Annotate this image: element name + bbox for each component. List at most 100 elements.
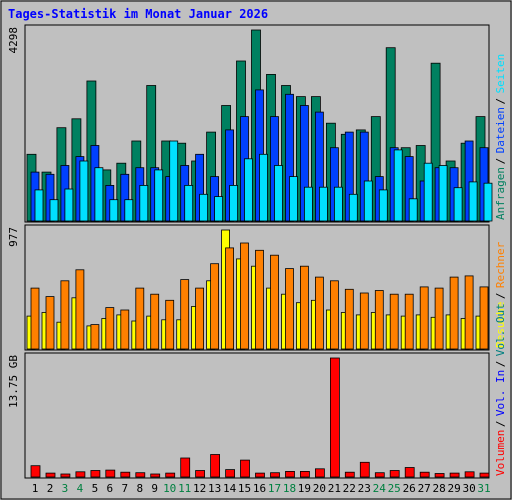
x-tick-label-day-8: 8 bbox=[136, 482, 143, 495]
hits-bar-seiten-day-14 bbox=[229, 184, 239, 222]
hits-bar-seiten-day-8 bbox=[139, 184, 149, 222]
hits-bar-seiten-day-16 bbox=[259, 153, 268, 222]
visits-legend-separator: / bbox=[494, 292, 507, 299]
hits-bar-seiten-day-6 bbox=[109, 199, 119, 222]
visits-bar-rechner-day-14 bbox=[225, 247, 235, 350]
volume-max-label: 13.75 GB bbox=[7, 355, 20, 408]
visits-bar-rechner-day-27 bbox=[419, 286, 429, 350]
x-tick-label-day-13: 13 bbox=[208, 482, 221, 495]
x-tick-label-day-26: 26 bbox=[403, 482, 416, 495]
x-tick-label-day-7: 7 bbox=[121, 482, 128, 495]
visits-bar-rechner-day-5 bbox=[90, 324, 100, 350]
visits-bar-rechner-day-11 bbox=[180, 279, 190, 350]
hits-bar-seiten-day-19 bbox=[303, 186, 313, 222]
hits-bar-seiten-day-18 bbox=[289, 176, 298, 222]
hits-bar-seiten-day-27 bbox=[423, 162, 433, 222]
x-tick-label-day-2: 2 bbox=[47, 482, 54, 495]
visits-bar-rechner-day-4 bbox=[75, 269, 85, 350]
hits-panel: 4298 Anfragen / Dateien / Seiten bbox=[7, 24, 507, 223]
volume-bar-volumen-day-25 bbox=[389, 470, 400, 478]
visits-bar-rechner-day-16 bbox=[255, 249, 264, 350]
visits-bar-rechner-day-18 bbox=[285, 268, 294, 350]
volume-panel: 13.75 GB Volumen / Vol. In / Vol. Out bbox=[7, 303, 507, 479]
volume-bar-volumen-day-19 bbox=[299, 470, 310, 478]
visits-bar-rechner-day-9 bbox=[150, 293, 160, 350]
x-tick-label-day-24: 24 bbox=[373, 482, 387, 495]
visits-bar-rechner-day-19 bbox=[299, 265, 309, 350]
hits-bar-seiten-day-29 bbox=[453, 187, 463, 222]
visits-bar-rechner-day-29 bbox=[449, 276, 459, 350]
hits-bar-seiten-day-5 bbox=[94, 167, 104, 222]
volume-bar-volumen-day-30 bbox=[464, 471, 475, 478]
volume-bar-volumen-day-3 bbox=[60, 473, 71, 478]
x-tick-label-day-21: 21 bbox=[328, 482, 341, 495]
x-tick-label-day-16: 16 bbox=[253, 482, 266, 495]
visits-bar-rechner-day-15 bbox=[240, 242, 249, 350]
volume-bar-volumen-day-9 bbox=[150, 473, 161, 478]
volume-bar-volumen-day-14 bbox=[225, 469, 236, 478]
hits-bar-seiten-day-12 bbox=[199, 193, 209, 222]
hits-max-label: 4298 bbox=[7, 27, 20, 54]
hits-bar-seiten-day-23 bbox=[363, 180, 373, 222]
x-axis-day-labels: 1 2 3 4 5 6 7 8 9 10 11 12 13 14 15 16 17 18 19 20 21 22 23 24 2… bbox=[32, 482, 491, 495]
volume-bar-volumen-day-18 bbox=[285, 470, 295, 478]
hits-bar-seiten-day-9 bbox=[154, 169, 164, 222]
hits-bar-seiten-day-17 bbox=[274, 165, 283, 222]
visits-bar-rechner-day-25 bbox=[389, 293, 399, 350]
hits-bar-seiten-day-11 bbox=[184, 184, 194, 222]
volume-bar-volumen-day-27 bbox=[419, 471, 430, 478]
volume-bar-volumen-day-8 bbox=[135, 472, 146, 478]
hits-bar-seiten-day-30 bbox=[468, 181, 478, 222]
hits-bar-seiten-day-22 bbox=[348, 193, 358, 222]
visits-bar-rechner-day-22 bbox=[344, 288, 354, 350]
volume-bar-volumen-day-21 bbox=[329, 357, 340, 478]
hits-bar-seiten-day-7 bbox=[124, 199, 134, 222]
hits-bar-seiten-day-24 bbox=[378, 189, 388, 222]
hits-bar-seiten-day-2 bbox=[49, 199, 59, 222]
x-tick-label-day-19: 19 bbox=[298, 482, 311, 495]
volume-bar-volumen-day-1 bbox=[30, 465, 41, 478]
x-tick-label-day-27: 27 bbox=[418, 482, 431, 495]
x-tick-label-day-30: 30 bbox=[462, 482, 475, 495]
hits-bar-seiten-day-31 bbox=[483, 182, 493, 222]
x-tick-label-day-12: 12 bbox=[193, 482, 206, 495]
volume-bar-volumen-day-2 bbox=[45, 472, 56, 478]
volume-bar-volumen-day-29 bbox=[449, 472, 460, 478]
visits-max-label: 977 bbox=[7, 227, 20, 247]
volume-legend-separator: / bbox=[494, 420, 507, 427]
x-tick-label-day-9: 9 bbox=[151, 482, 158, 495]
x-tick-label-day-15: 15 bbox=[238, 482, 251, 495]
hits-legend-seiten: Seiten bbox=[494, 54, 507, 94]
visits-bar-rechner-day-24 bbox=[374, 290, 384, 350]
volume-bar-volumen-day-7 bbox=[120, 471, 131, 478]
x-tick-label-day-10: 10 bbox=[163, 482, 176, 495]
hits-bar-seiten-day-10 bbox=[169, 140, 179, 222]
volume-bar-volumen-day-6 bbox=[105, 469, 116, 478]
hits-bar-seiten-day-28 bbox=[438, 165, 448, 222]
visits-bar-rechner-day-1 bbox=[30, 287, 40, 350]
volume-legend-vol-in: Vol. In bbox=[494, 370, 507, 416]
hits-legend-anfragen: Anfragen bbox=[494, 167, 507, 220]
visits-bar-rechner-day-13 bbox=[210, 263, 220, 350]
hits-bar-seiten-day-13 bbox=[214, 196, 224, 222]
volume-bar-volumen-day-15 bbox=[240, 459, 250, 478]
visits-bar-rechner-day-21 bbox=[329, 280, 339, 350]
x-tick-label-day-18: 18 bbox=[283, 482, 296, 495]
hits-bar-seiten-day-26 bbox=[408, 198, 418, 222]
volume-legend-volumen: Volumen bbox=[494, 430, 507, 476]
visits-bar-rechner-day-10 bbox=[165, 299, 175, 350]
visits-legend-besuche: Besuche bbox=[494, 302, 507, 348]
x-tick-label-day-22: 22 bbox=[343, 482, 356, 495]
volume-legend-separator: / bbox=[494, 361, 507, 368]
visits-bar-rechner-day-23 bbox=[359, 292, 369, 350]
hits-legend-dateien: Dateien bbox=[494, 107, 507, 153]
visits-legend-rechner: Rechner bbox=[494, 241, 507, 288]
hits-legend-separator: / bbox=[494, 158, 507, 165]
hits-bar-seiten-day-1 bbox=[34, 189, 44, 222]
x-tick-label-day-25: 25 bbox=[388, 482, 401, 495]
visits-bar-rechner-day-26 bbox=[404, 293, 414, 350]
volume-bar-volumen-day-20 bbox=[314, 468, 325, 478]
x-tick-label-day-23: 23 bbox=[358, 482, 371, 495]
